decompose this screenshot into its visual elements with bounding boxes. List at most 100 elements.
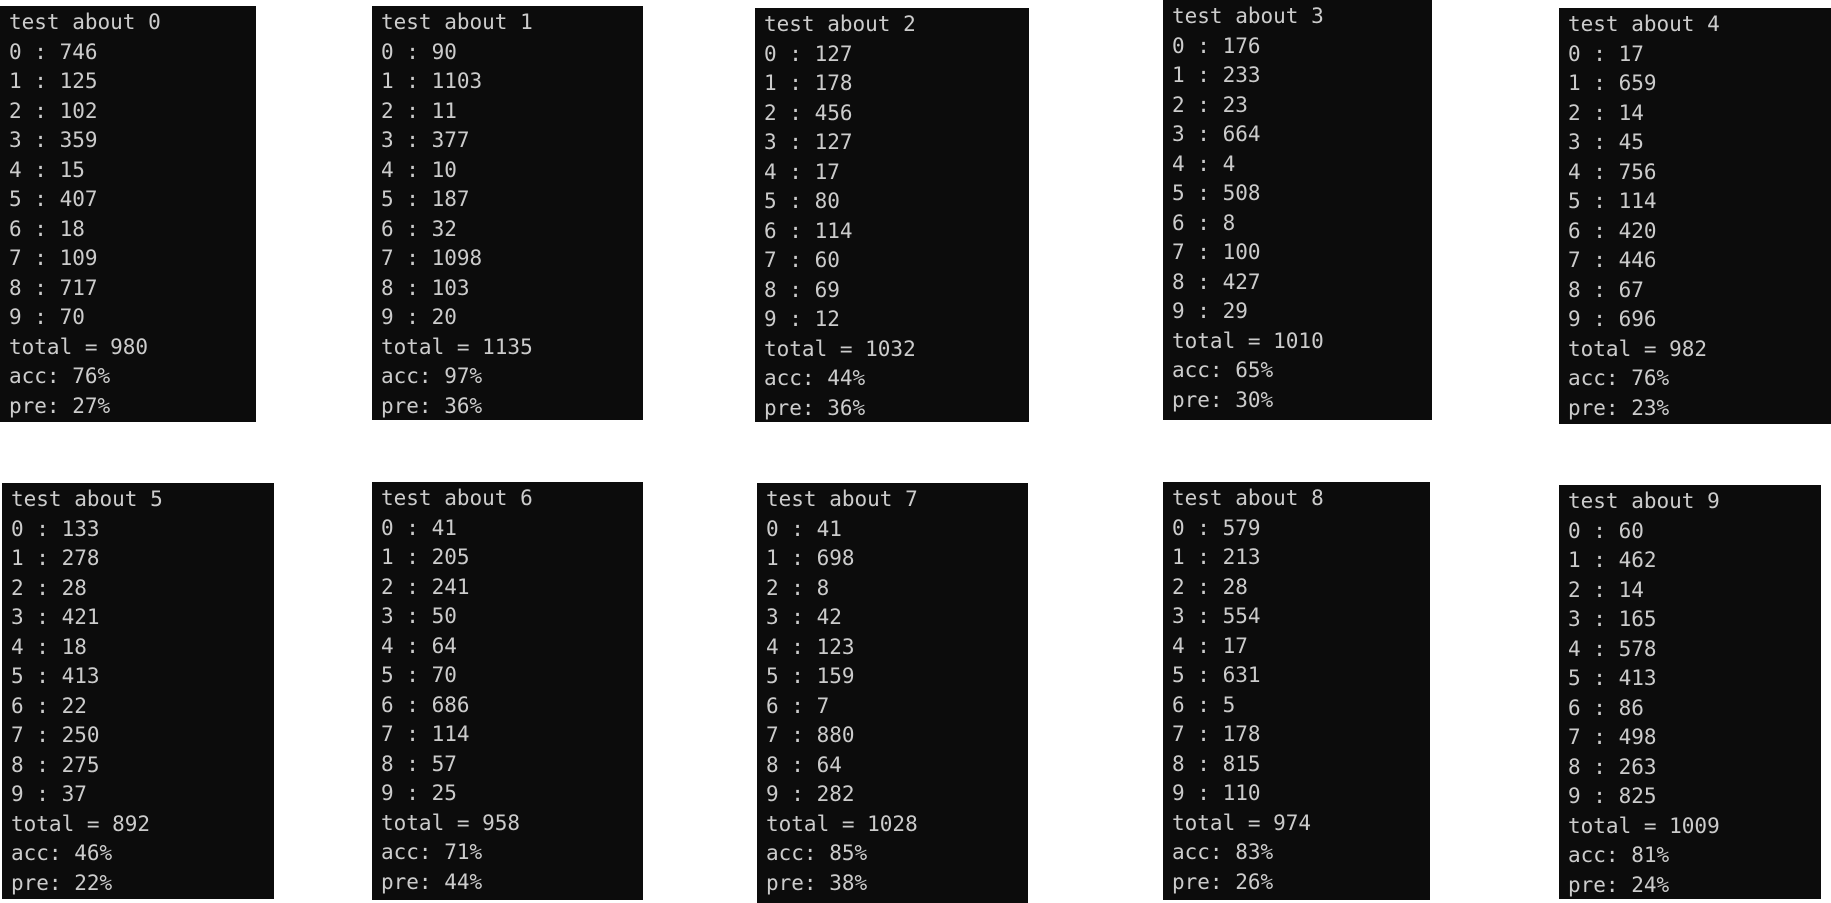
- count-line: 0 : 127: [764, 41, 853, 66]
- count-line: 8 : 69: [764, 277, 840, 302]
- pre-line: pre: 30%: [1172, 387, 1274, 412]
- count-line: 5 : 70: [381, 663, 457, 687]
- count-line: 6 : 114: [764, 218, 853, 243]
- count-line: 7 : 1098: [381, 246, 483, 270]
- count-line: 0 : 60: [1568, 518, 1644, 543]
- count-line: 2 : 23: [1172, 92, 1248, 117]
- count-line: 1 : 462: [1568, 548, 1657, 572]
- count-line: 2 : 102: [9, 98, 98, 123]
- count-line: 3 : 377: [381, 128, 470, 152]
- count-line: 6 : 5: [1172, 692, 1236, 717]
- count-line: 4 : 578: [1568, 636, 1657, 661]
- acc-line: acc: 46%: [11, 841, 113, 865]
- panel-title: test about 1: [381, 10, 533, 34]
- count-line: 7 : 114: [381, 722, 470, 746]
- total-line: total = 1010: [1172, 328, 1324, 353]
- count-line: 6 : 86: [1568, 695, 1644, 720]
- terminal-panel: test about 9 0 : 60 1 : 462 2 : 14 3 : 165 4 …: [1559, 485, 1821, 899]
- terminal-panel: test about 8 0 : 579 1 : 213 2 : 28 3 : 554 4…: [1163, 482, 1430, 900]
- count-line: 4 : 18: [11, 634, 87, 659]
- total-line: total = 892: [11, 811, 151, 836]
- count-line: 5 : 508: [1172, 181, 1261, 205]
- count-line: 3 : 45: [1568, 130, 1644, 154]
- count-line: 2 : 28: [11, 575, 87, 600]
- count-line: 3 : 42: [766, 605, 842, 629]
- panel-title: test about 7: [766, 487, 918, 511]
- count-line: 3 : 127: [764, 130, 853, 154]
- count-line: 8 : 263: [1568, 754, 1657, 779]
- panel-title: test about 5: [11, 487, 163, 511]
- acc-line: acc: 76%: [9, 364, 111, 388]
- acc-line: acc: 71%: [381, 840, 483, 864]
- count-line: 5 : 407: [9, 187, 98, 211]
- pre-line: pre: 24%: [1568, 872, 1670, 897]
- count-line: 4 : 17: [764, 159, 840, 184]
- count-line: 2 : 28: [1172, 574, 1248, 599]
- count-line: 0 : 579: [1172, 515, 1261, 540]
- count-line: 9 : 696: [1568, 307, 1657, 331]
- panel-title: test about 4: [1568, 12, 1720, 36]
- pre-line: pre: 26%: [1172, 869, 1274, 894]
- count-line: 8 : 275: [11, 752, 100, 777]
- count-line: 8 : 57: [381, 751, 457, 776]
- count-line: 7 : 178: [1172, 722, 1261, 746]
- count-line: 2 : 456: [764, 100, 853, 125]
- pre-line: pre: 38%: [766, 870, 868, 895]
- count-line: 7 : 498: [1568, 725, 1657, 749]
- count-line: 0 : 17: [1568, 41, 1644, 66]
- total-line: total = 1032: [764, 336, 916, 361]
- acc-line: acc: 65%: [1172, 358, 1274, 382]
- count-line: 5 : 159: [766, 664, 855, 688]
- total-line: total = 1009: [1568, 813, 1720, 838]
- acc-line: acc: 44%: [764, 366, 866, 390]
- count-line: 3 : 554: [1172, 604, 1261, 628]
- acc-line: acc: 81%: [1568, 843, 1670, 867]
- panel-title: test about 6: [381, 486, 533, 510]
- count-line: 4 : 756: [1568, 159, 1657, 184]
- count-line: 9 : 25: [381, 781, 457, 805]
- pre-line: pre: 23%: [1568, 395, 1670, 420]
- count-line: 6 : 686: [381, 692, 470, 717]
- pre-line: pre: 36%: [764, 395, 866, 420]
- count-line: 5 : 413: [1568, 666, 1657, 690]
- count-line: 1 : 125: [9, 69, 98, 93]
- count-line: 5 : 413: [11, 664, 100, 688]
- count-line: 8 : 67: [1568, 277, 1644, 302]
- total-line: total = 958: [381, 810, 521, 835]
- count-line: 1 : 1103: [381, 69, 483, 93]
- count-line: 5 : 114: [1568, 189, 1657, 213]
- count-line: 4 : 64: [381, 633, 457, 658]
- count-line: 2 : 8: [766, 575, 830, 600]
- count-line: 2 : 11: [381, 98, 457, 123]
- count-line: 9 : 12: [764, 307, 840, 331]
- count-line: 4 : 10: [381, 157, 457, 182]
- count-line: 1 : 233: [1172, 63, 1261, 87]
- count-line: 6 : 22: [11, 693, 87, 718]
- pre-line: pre: 22%: [11, 870, 113, 895]
- count-line: 8 : 427: [1172, 269, 1261, 294]
- count-line: 4 : 17: [1172, 633, 1248, 658]
- count-line: 0 : 133: [11, 516, 100, 541]
- count-line: 7 : 880: [766, 723, 855, 747]
- pre-line: pre: 36%: [381, 393, 483, 418]
- count-line: 6 : 18: [9, 216, 85, 241]
- count-line: 0 : 746: [9, 39, 98, 64]
- count-line: 9 : 110: [1172, 781, 1261, 805]
- terminal-panel: test about 7 0 : 41 1 : 698 2 : 8 3 : 42 4 : …: [757, 483, 1028, 903]
- count-line: 7 : 250: [11, 723, 100, 747]
- count-line: 8 : 717: [9, 275, 98, 300]
- count-line: 6 : 32: [381, 216, 457, 241]
- count-line: 0 : 90: [381, 39, 457, 64]
- count-line: 7 : 446: [1568, 248, 1657, 272]
- count-line: 5 : 187: [381, 187, 470, 211]
- terminal-panel: test about 3 0 : 176 1 : 233 2 : 23 3 : 664 4…: [1163, 0, 1432, 420]
- count-line: 2 : 14: [1568, 100, 1644, 125]
- terminal-panel: test about 2 0 : 127 1 : 178 2 : 456 3 : 127…: [755, 8, 1029, 422]
- total-line: total = 980: [9, 334, 149, 359]
- count-line: 3 : 50: [381, 604, 457, 628]
- terminal-panel: test about 4 0 : 17 1 : 659 2 : 14 3 : 45 4 :…: [1559, 8, 1831, 424]
- count-line: 1 : 698: [766, 546, 855, 570]
- count-line: 6 : 7: [766, 693, 830, 718]
- total-line: total = 1135: [381, 334, 533, 359]
- count-line: 0 : 41: [381, 515, 457, 540]
